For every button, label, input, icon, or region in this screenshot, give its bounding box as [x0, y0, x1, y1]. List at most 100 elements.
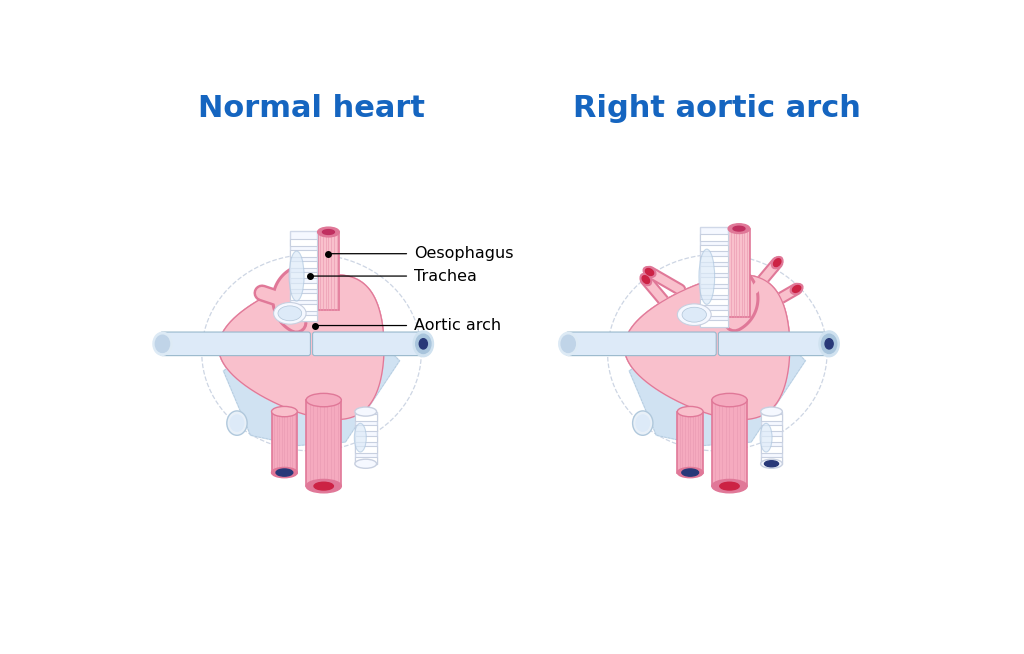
Bar [290, 272, 317, 279]
Bar [712, 400, 748, 486]
Ellipse shape [314, 482, 334, 490]
Bar [355, 457, 377, 464]
Bar [290, 304, 317, 311]
Ellipse shape [728, 224, 750, 233]
Ellipse shape [226, 411, 247, 436]
Ellipse shape [419, 339, 427, 349]
Bar [699, 309, 728, 316]
Bar [761, 436, 782, 442]
Text: Right aortic arch: Right aortic arch [573, 94, 861, 123]
Text: Oesophagus: Oesophagus [414, 246, 513, 261]
Polygon shape [625, 275, 790, 420]
Ellipse shape [156, 336, 170, 353]
Ellipse shape [276, 469, 293, 476]
Bar [290, 283, 317, 289]
Ellipse shape [761, 459, 782, 468]
Ellipse shape [677, 468, 703, 477]
Bar [761, 457, 782, 464]
Ellipse shape [559, 332, 578, 355]
Bar [699, 266, 728, 273]
Ellipse shape [271, 468, 297, 477]
Ellipse shape [712, 479, 748, 493]
Ellipse shape [682, 307, 707, 322]
FancyBboxPatch shape [160, 332, 310, 356]
Bar [699, 320, 728, 327]
Ellipse shape [819, 331, 840, 356]
Bar [699, 256, 728, 262]
Polygon shape [219, 275, 384, 420]
Bar [699, 245, 728, 251]
Text: Aortic arch: Aortic arch [414, 318, 501, 333]
Bar [761, 414, 782, 421]
Bar [290, 294, 317, 300]
Polygon shape [629, 337, 806, 445]
Bar [761, 447, 782, 453]
Ellipse shape [733, 226, 744, 231]
Ellipse shape [413, 331, 433, 356]
Ellipse shape [323, 230, 335, 234]
Ellipse shape [354, 423, 367, 452]
Ellipse shape [273, 303, 306, 324]
Ellipse shape [699, 249, 715, 304]
Bar [699, 299, 728, 305]
Ellipse shape [640, 273, 651, 286]
Bar [271, 411, 297, 473]
Ellipse shape [643, 267, 655, 277]
Ellipse shape [765, 460, 778, 467]
Ellipse shape [306, 479, 341, 493]
Ellipse shape [633, 411, 653, 436]
Ellipse shape [271, 406, 297, 417]
Bar [355, 425, 377, 432]
Text: Trachea: Trachea [414, 269, 477, 284]
Ellipse shape [677, 304, 712, 326]
Ellipse shape [230, 415, 244, 431]
Bar [290, 315, 317, 322]
Bar [761, 425, 782, 432]
Text: Normal heart: Normal heart [198, 94, 425, 123]
Ellipse shape [825, 339, 834, 349]
Bar [699, 277, 728, 284]
Bar [677, 411, 703, 473]
Bar [699, 226, 728, 327]
Ellipse shape [771, 256, 783, 269]
Bar [355, 414, 377, 421]
FancyBboxPatch shape [312, 332, 426, 356]
Ellipse shape [791, 284, 803, 294]
Ellipse shape [712, 393, 748, 407]
Bar [290, 250, 317, 257]
Bar [761, 411, 782, 464]
Ellipse shape [289, 251, 304, 301]
Ellipse shape [317, 227, 339, 237]
Bar [290, 239, 317, 246]
Ellipse shape [642, 275, 649, 283]
Ellipse shape [355, 407, 377, 416]
Ellipse shape [761, 407, 782, 416]
FancyBboxPatch shape [719, 332, 831, 356]
Bar [317, 232, 339, 310]
Ellipse shape [645, 269, 653, 275]
FancyBboxPatch shape [566, 332, 716, 356]
Bar [355, 447, 377, 453]
Ellipse shape [278, 306, 302, 320]
Ellipse shape [355, 459, 377, 468]
Bar [699, 288, 728, 294]
Bar [699, 234, 728, 241]
Ellipse shape [677, 406, 703, 417]
Bar [290, 261, 317, 267]
Ellipse shape [773, 259, 781, 267]
Ellipse shape [561, 336, 575, 353]
Ellipse shape [306, 393, 341, 407]
Ellipse shape [821, 334, 837, 353]
Ellipse shape [416, 334, 431, 353]
Polygon shape [223, 337, 399, 445]
Ellipse shape [720, 482, 739, 490]
Ellipse shape [153, 332, 172, 355]
Ellipse shape [636, 415, 649, 431]
Bar [355, 411, 377, 464]
Polygon shape [625, 275, 790, 420]
Bar [728, 229, 750, 317]
Ellipse shape [760, 423, 772, 452]
Polygon shape [219, 275, 384, 420]
Bar [355, 436, 377, 442]
Bar [306, 400, 341, 486]
